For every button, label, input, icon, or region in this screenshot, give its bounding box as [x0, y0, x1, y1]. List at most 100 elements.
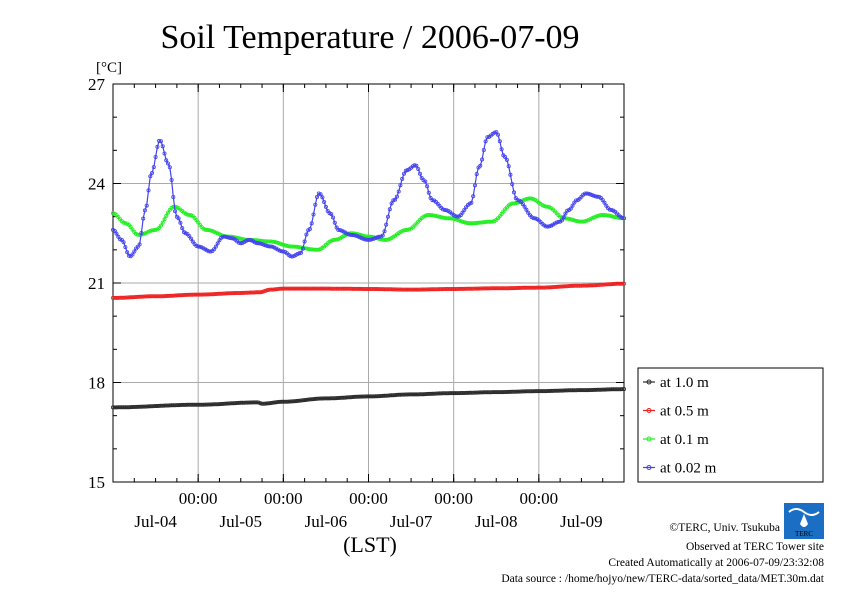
series-point: [440, 207, 445, 212]
series-point: [432, 391, 437, 396]
series-point: [263, 288, 268, 293]
chart-title: Soil Temperature / 2006-07-09: [160, 19, 579, 56]
series-point: [611, 214, 616, 219]
series-point: [247, 400, 252, 405]
series-point: [412, 163, 417, 168]
series-point: [480, 157, 485, 162]
series-point: [572, 218, 577, 223]
series-point: [522, 197, 527, 202]
legend-box: [637, 367, 824, 483]
series-point: [185, 292, 190, 297]
y-tick-label: 24: [88, 175, 106, 194]
series-point: [586, 283, 591, 288]
series-point: [247, 290, 252, 295]
series-point: [453, 286, 458, 291]
series-point: [426, 287, 431, 292]
series-point: [380, 233, 385, 238]
series-point: [123, 221, 128, 226]
series-point: [476, 220, 481, 225]
series-point: [274, 287, 279, 292]
series-point: [524, 196, 529, 201]
series-point: [586, 191, 591, 196]
series-point: [153, 154, 158, 159]
series-point: [149, 404, 154, 409]
series-point: [142, 294, 147, 299]
series-point: [554, 220, 559, 225]
series-point: [448, 216, 453, 221]
logo-drop-icon: [800, 514, 808, 527]
series-point: [378, 287, 383, 292]
series-point: [189, 236, 194, 241]
series-point: [528, 196, 533, 201]
series-point: [313, 202, 318, 207]
series-point: [127, 253, 132, 258]
series-point: [300, 246, 305, 251]
series-point: [121, 405, 126, 410]
series-point: [204, 292, 209, 297]
series-point: [332, 237, 337, 242]
x-date-label: Jul-06: [305, 512, 348, 531]
series-point: [123, 245, 128, 250]
series-point: [570, 283, 575, 288]
series-point: [206, 228, 211, 233]
series-point: [377, 234, 382, 239]
legend-marker: [646, 465, 652, 470]
series-point: [398, 287, 403, 292]
credit-created: Created Automatically at 2006-07-09/23:3…: [608, 557, 824, 569]
series-point: [206, 249, 211, 254]
series-point: [215, 241, 220, 246]
series-point: [577, 219, 582, 224]
series-point: [158, 223, 163, 228]
series-point: [176, 403, 181, 408]
series-point: [584, 218, 589, 223]
series-point: [256, 400, 261, 405]
series-point: [474, 172, 479, 177]
series-point: [164, 158, 169, 163]
series-point: [297, 245, 302, 250]
series-point: [472, 183, 477, 188]
series-point: [483, 219, 488, 224]
series-point: [543, 204, 548, 209]
series-point: [478, 163, 483, 168]
series-point: [453, 214, 458, 219]
series-point: [338, 395, 343, 400]
series-point: [510, 201, 515, 206]
series-point: [151, 404, 156, 409]
series-point: [593, 283, 598, 288]
series-point: [322, 199, 327, 204]
series-at-1-0-m: [111, 387, 627, 410]
series-point: [252, 240, 257, 245]
legend-entry: at 0.5 m: [643, 404, 709, 420]
series-point: [128, 295, 133, 300]
series-point: [213, 291, 218, 296]
series-point: [543, 389, 548, 394]
series-point: [219, 291, 224, 296]
series-point: [439, 391, 444, 396]
series-point: [552, 284, 557, 289]
series-point: [162, 151, 167, 156]
series-point: [414, 392, 419, 397]
series-point: [552, 388, 557, 393]
series-point: [277, 248, 282, 253]
x-time-label: 00:00: [179, 489, 218, 508]
series-point: [290, 399, 295, 404]
series-point: [565, 284, 570, 289]
series-point: [435, 214, 440, 219]
series-point: [259, 401, 264, 406]
x-date-label: Jul-05: [220, 512, 263, 531]
series-point: [474, 220, 479, 225]
series-point: [146, 188, 151, 193]
series-point: [121, 240, 126, 245]
series-point: [524, 285, 529, 290]
series-point: [290, 254, 295, 259]
series-point: [194, 243, 199, 248]
series-point: [245, 290, 250, 295]
series-point: [254, 241, 259, 246]
series-point: [385, 237, 390, 242]
series-point: [497, 139, 502, 144]
series-point: [226, 291, 231, 296]
series-point: [563, 388, 568, 393]
series-point: [288, 244, 293, 249]
series-point: [591, 193, 596, 198]
